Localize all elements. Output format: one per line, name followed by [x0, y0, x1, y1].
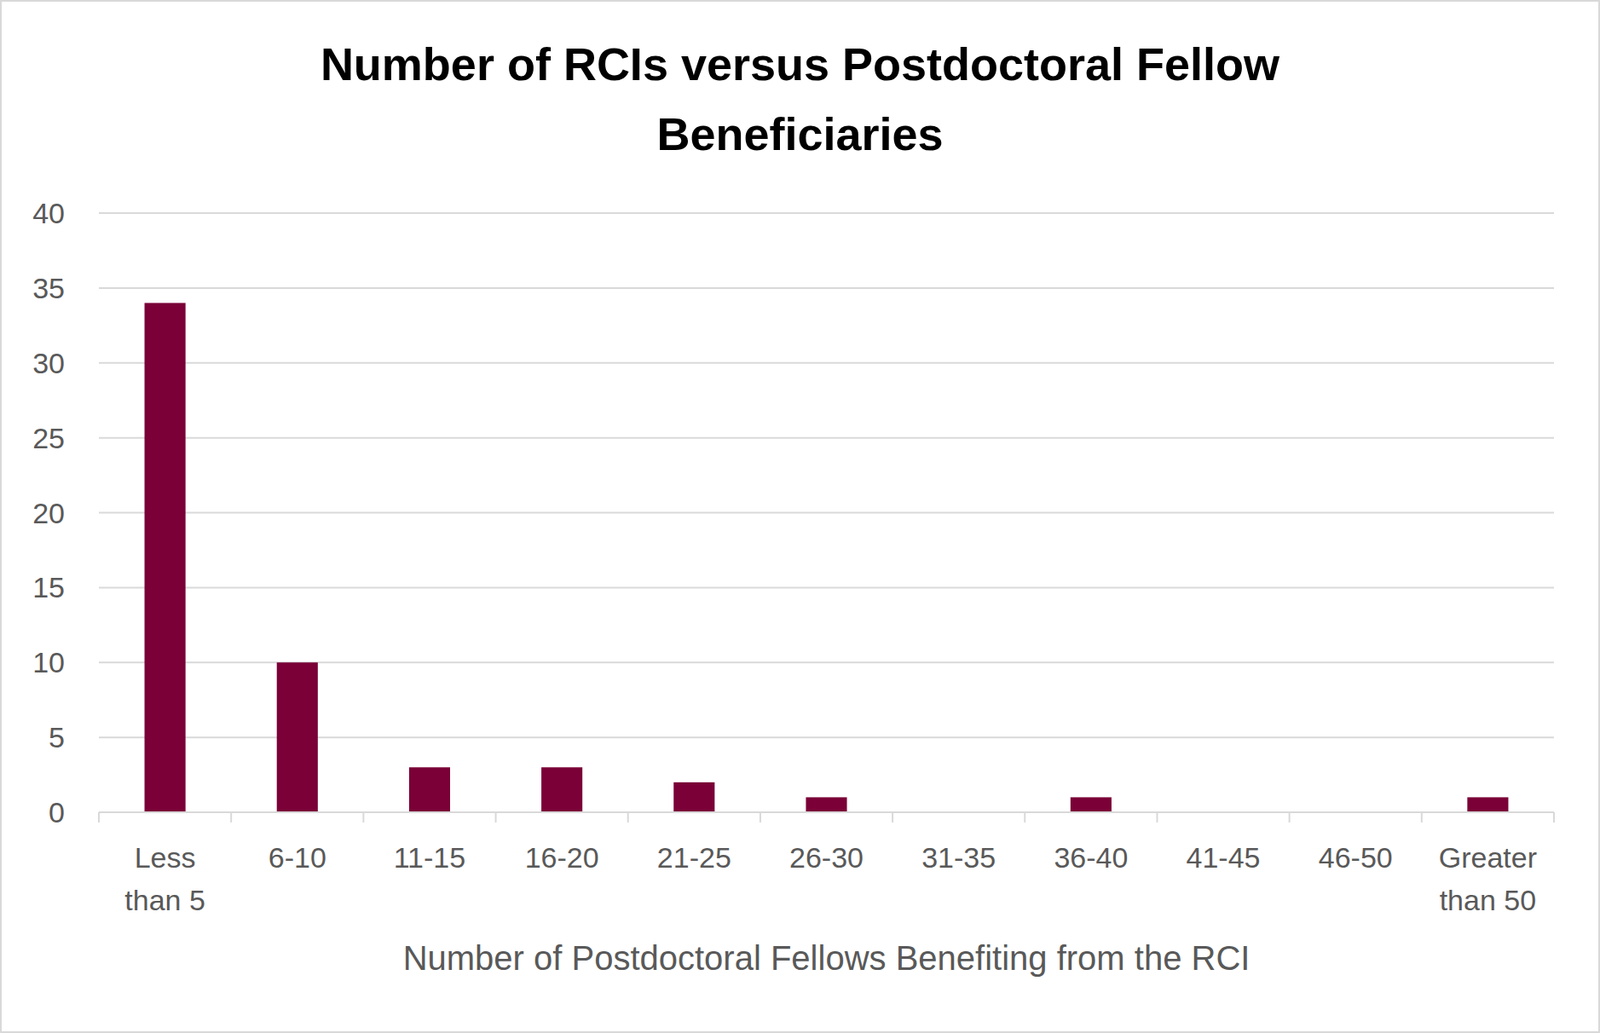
bar	[1070, 797, 1112, 813]
y-tick-label: 30	[32, 346, 65, 380]
x-tick-label-line: 21-25	[657, 841, 732, 874]
y-tick-label: 10	[32, 646, 65, 679]
bar	[1467, 797, 1508, 813]
title-line: Number of RCIs versus Postdoctoral Fello…	[320, 38, 1281, 90]
x-tick	[362, 812, 364, 823]
grid-line	[98, 586, 1554, 589]
x-tick	[759, 812, 762, 823]
x-tick-label: Less than 5	[124, 841, 206, 917]
x-axis-line	[98, 811, 1554, 814]
grid-line	[98, 512, 1554, 515]
chart-title: Number of RCIs versus Postdoctoral Fello…	[320, 38, 1281, 160]
x-tick	[495, 812, 497, 823]
x-tick	[1553, 812, 1555, 823]
bar	[541, 767, 583, 813]
grid-line	[98, 287, 1554, 289]
y-tick-label: 15	[32, 571, 65, 604]
y-tick-label: 40	[32, 196, 65, 230]
x-tick-label-line: 11-15	[393, 841, 466, 874]
x-tick	[891, 812, 894, 823]
x-tick-label: 11-15	[393, 841, 466, 874]
x-tick	[1155, 812, 1158, 823]
x-tick	[1420, 812, 1423, 823]
x-tick	[627, 812, 630, 823]
y-tick-label: 25	[32, 421, 65, 455]
x-tick-label-line: 31-35	[921, 841, 996, 874]
x-tick-label-line: 6-10	[268, 841, 327, 874]
chart-border	[0, 0, 1600, 1033]
x-tick-label-line: 26-30	[789, 841, 864, 874]
x-tick-label-line: 16-20	[525, 841, 600, 874]
bar	[673, 782, 715, 813]
x-tick-label-line: 46-50	[1318, 841, 1393, 874]
bar	[277, 662, 318, 813]
bar	[144, 302, 186, 813]
x-axis-label: Number of Postdoctoral Fellows Benefitin…	[403, 939, 1251, 977]
grid-line	[98, 212, 1554, 214]
y-tick-label: 5	[48, 721, 65, 754]
chart-container: Number of RCIs versus Postdoctoral Fello…	[0, 0, 1600, 1033]
x-tick-label: 31-35	[921, 841, 996, 874]
x-tick-label: 41-45	[1186, 841, 1261, 874]
y-tick-label: 20	[32, 496, 65, 530]
bar	[805, 797, 847, 813]
x-tick	[230, 812, 232, 823]
x-tick-label-line: 41-45	[1186, 841, 1261, 874]
x-tick-label: 26-30	[789, 841, 864, 874]
bars	[144, 302, 1509, 813]
x-tick-label: 36-40	[1053, 841, 1128, 874]
x-tick	[1288, 812, 1291, 823]
x-tick-label: 16-20	[525, 841, 600, 874]
y-tick-label: 0	[48, 796, 65, 829]
bar	[409, 767, 451, 813]
x-tick	[98, 812, 100, 823]
x-tick-label-line: Greater	[1438, 841, 1537, 874]
grid-line	[98, 811, 1554, 814]
x-tick-label-line: 36-40	[1053, 841, 1128, 874]
y-tick-label: 35	[32, 271, 65, 305]
grid-line	[98, 437, 1554, 439]
x-tick-label: 46-50	[1318, 841, 1393, 874]
x-tick-label: 21-25	[657, 841, 732, 874]
x-tick-label-line: Less	[134, 841, 197, 874]
x-tick-label: Greater than 50	[1438, 841, 1537, 917]
chart-svg: Number of RCIs versus Postdoctoral Fello…	[0, 0, 1600, 1033]
x-tick-label: 6-10	[268, 841, 327, 874]
x-tick	[1023, 812, 1026, 823]
x-tick-label-line: than 50	[1439, 883, 1537, 917]
grid-line	[98, 362, 1554, 364]
title-line: Beneficiaries	[656, 108, 943, 160]
x-tick-label-line: than 5	[124, 883, 206, 917]
